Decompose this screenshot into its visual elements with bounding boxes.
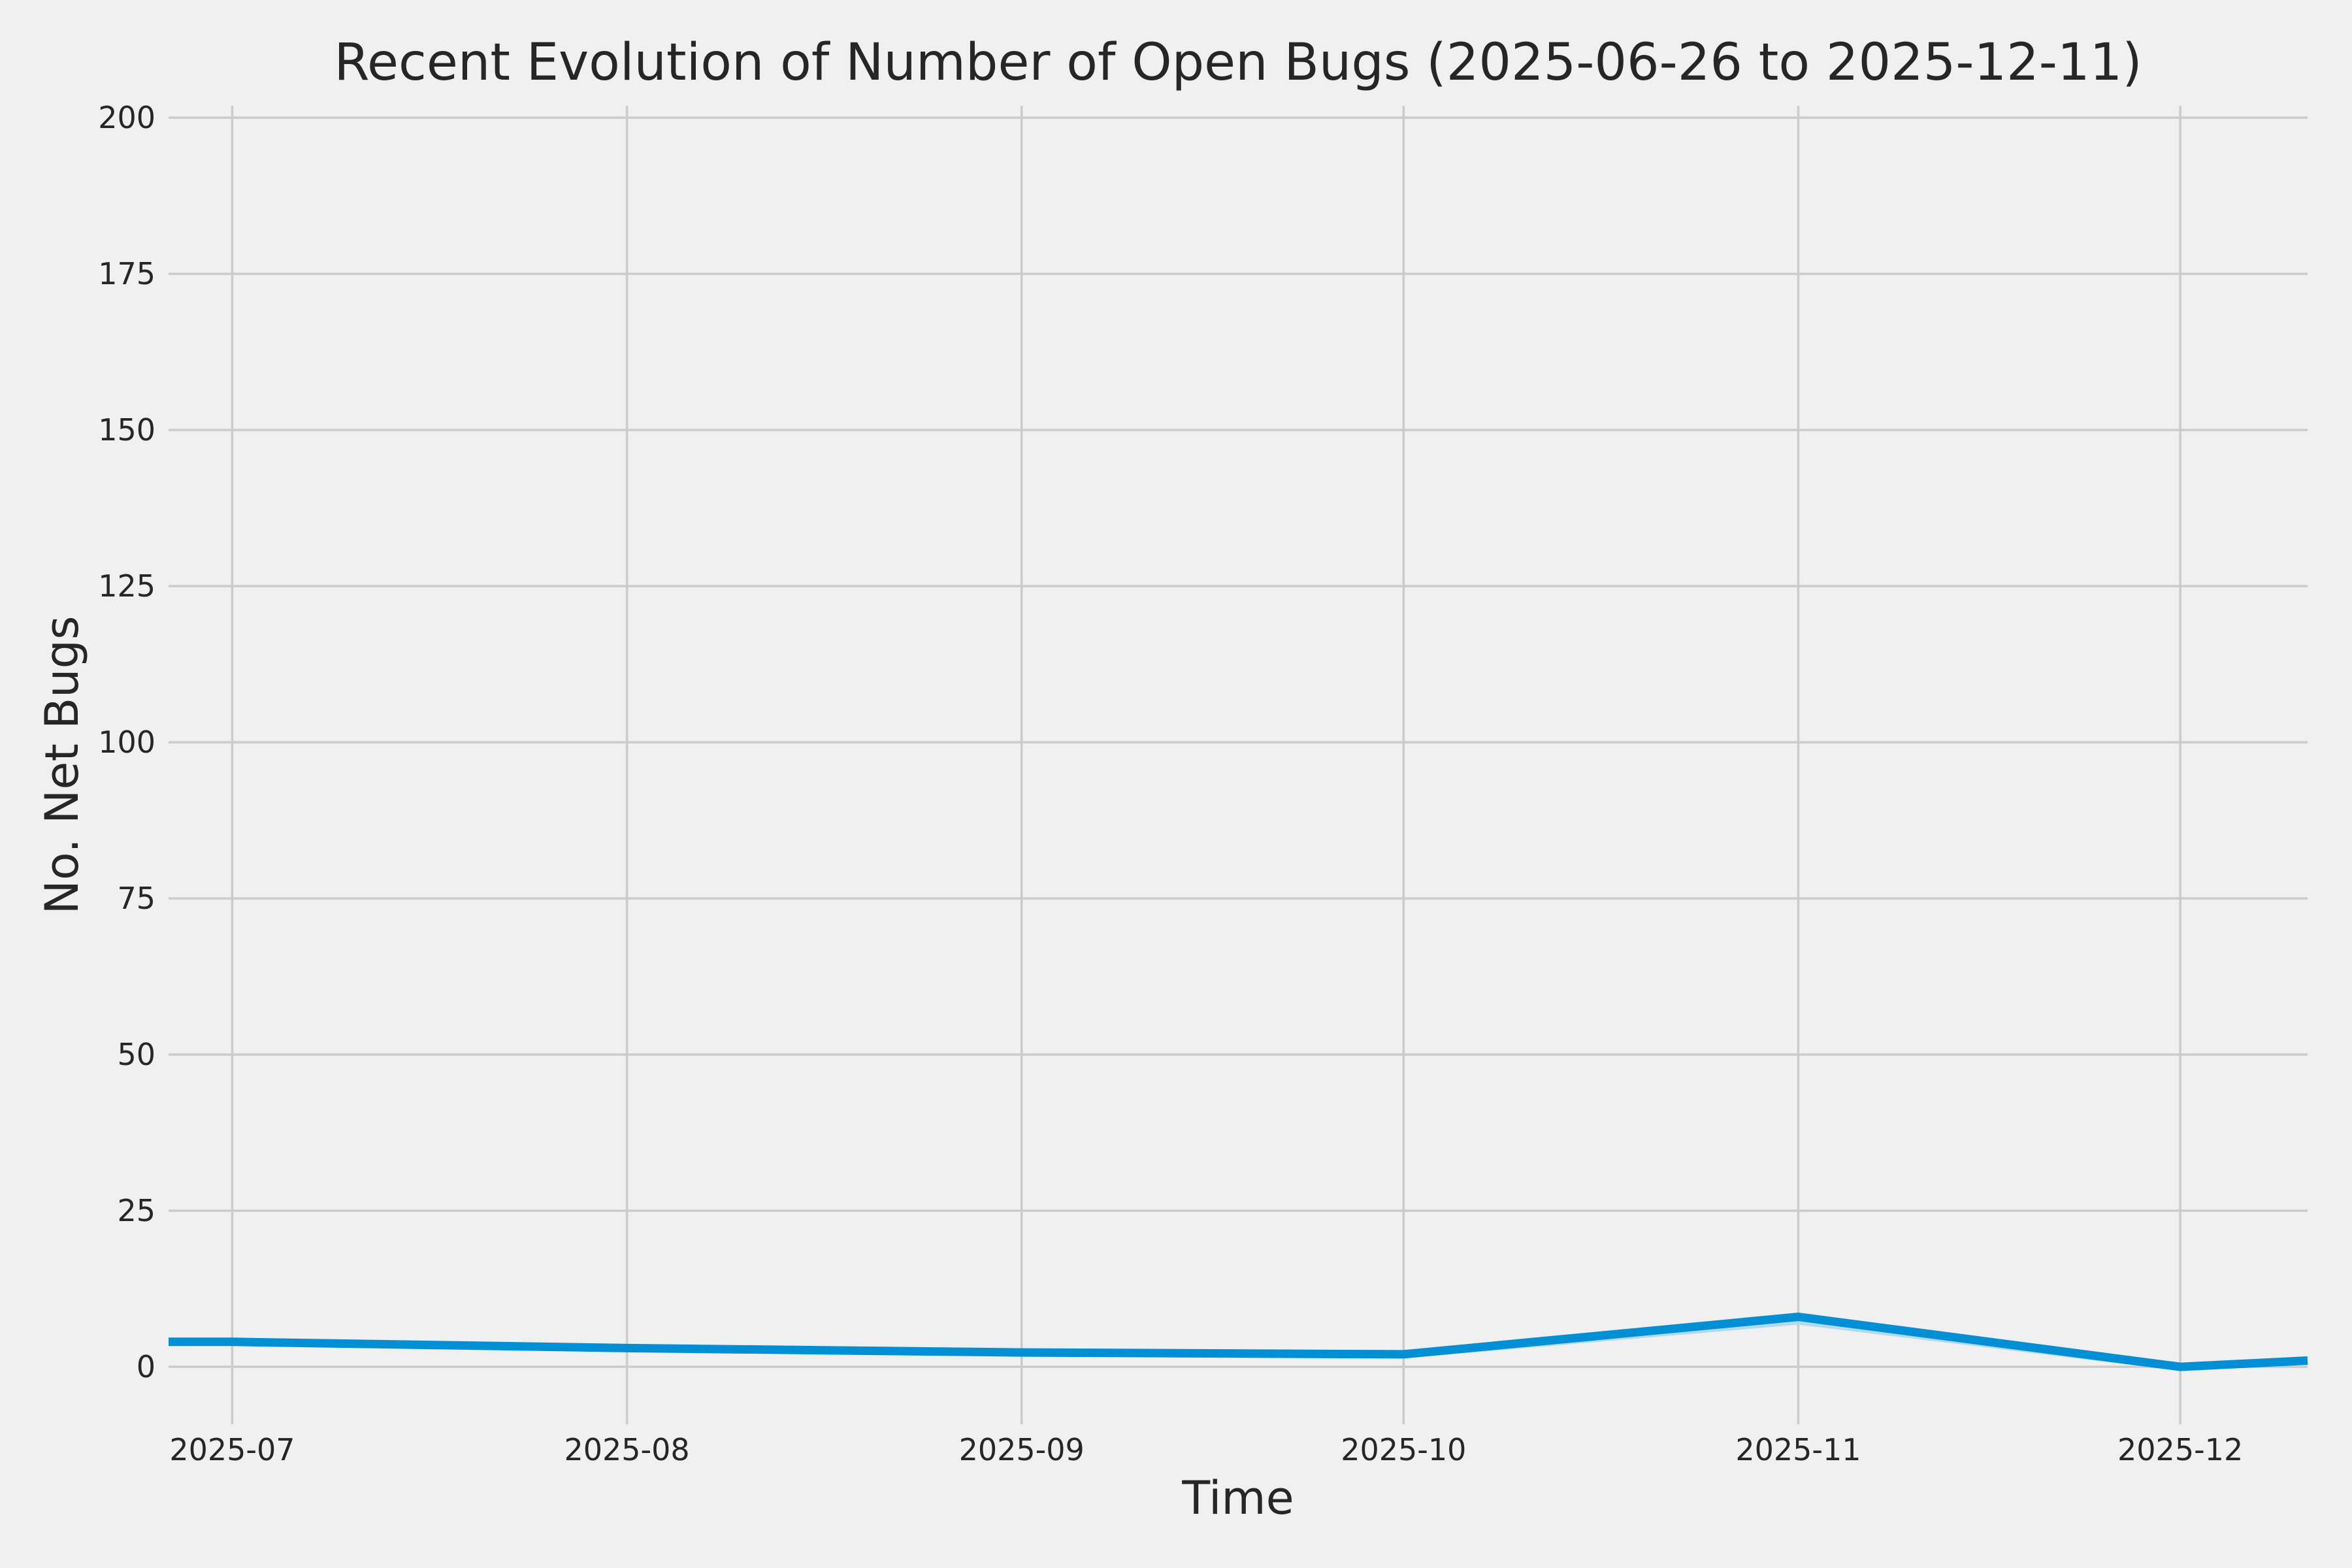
- x-tick-label: 2025-07: [169, 1432, 295, 1467]
- y-tick-label: 200: [98, 100, 155, 135]
- y-tick-label: 125: [98, 568, 155, 604]
- x-tick-label: 2025-10: [1341, 1432, 1466, 1467]
- y-tick-label: 25: [117, 1193, 155, 1228]
- x-axis-label: Time: [1182, 1471, 1294, 1525]
- y-tick-label: 100: [98, 725, 155, 760]
- chart-title: Recent Evolution of Number of Open Bugs …: [334, 33, 2142, 92]
- open-bugs-net-line: [169, 1313, 2308, 1371]
- x-tick-label: 2025-09: [959, 1432, 1085, 1467]
- x-tick-label: 2025-12: [2117, 1432, 2243, 1467]
- x-tick-label: 2025-11: [1735, 1432, 1861, 1467]
- y-tick-label: 50: [117, 1037, 155, 1072]
- y-axis-label: No. Net Bugs: [35, 615, 89, 915]
- y-tick-label: 175: [98, 256, 155, 291]
- x-tick-label: 2025-08: [564, 1432, 689, 1467]
- y-tick-label: 150: [98, 412, 155, 448]
- y-tick-label: 75: [117, 881, 155, 916]
- y-tick-label: 0: [137, 1349, 155, 1384]
